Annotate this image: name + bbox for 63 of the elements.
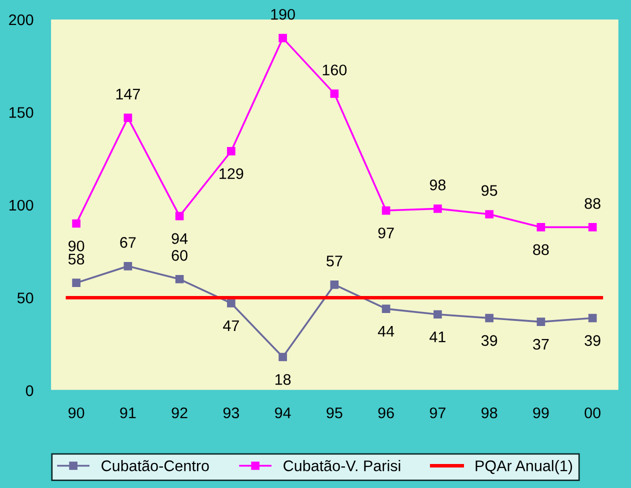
data-label: 95: [482, 185, 498, 196]
x-tick-label: 99: [533, 407, 549, 418]
point: [278, 34, 287, 42]
point: [382, 304, 390, 313]
data-label: 37: [533, 338, 549, 350]
x-tick-label: 98: [482, 407, 498, 418]
x-tick-label: 91: [120, 407, 136, 418]
point: [227, 299, 236, 308]
y-tick-label: 50: [17, 292, 34, 304]
y-tick-label: 200: [9, 14, 34, 26]
point: [227, 147, 236, 156]
data-label: 57: [326, 256, 342, 266]
point: [588, 314, 597, 322]
legend-label: Cubatão-V. Parisi: [284, 460, 400, 472]
point: [536, 318, 546, 326]
data-label: 39: [481, 335, 498, 346]
data-label: 88: [533, 244, 549, 256]
data-label: 47: [223, 320, 239, 331]
data-label: 160: [322, 64, 347, 76]
data-label: 94: [172, 233, 188, 244]
data-label: 18: [275, 374, 291, 385]
x-tick-label: 96: [378, 407, 394, 418]
data-label: 129: [220, 168, 244, 180]
point: [72, 219, 80, 228]
data-label: 98: [430, 180, 446, 190]
point: [124, 114, 132, 122]
data-label: 58: [68, 254, 84, 265]
legend-label: PQAr Anual(1): [476, 460, 572, 474]
y-tick-label: 100: [9, 200, 34, 211]
data-label: 90: [68, 240, 84, 252]
point: [330, 90, 339, 98]
legend-label: Cubatão-Centro: [102, 460, 209, 472]
data-label: 60: [172, 250, 188, 261]
point: [382, 206, 390, 215]
point: [175, 274, 184, 284]
y-tick-label: 0: [26, 385, 34, 396]
data-label: 190: [271, 8, 295, 20]
data-label: 88: [584, 198, 600, 209]
x-tick-label: 90: [68, 407, 84, 418]
x-tick-label: 95: [326, 407, 342, 418]
point: [124, 262, 132, 270]
data-label: 41: [430, 332, 446, 342]
point: [485, 314, 494, 322]
data-label: 97: [378, 228, 394, 238]
x-tick-label: 00: [584, 407, 600, 418]
data-label: 39: [584, 335, 600, 346]
point: [175, 212, 184, 220]
y-tick-label: 150: [9, 107, 34, 118]
data-label: 147: [116, 88, 140, 100]
x-tick-label: 92: [172, 407, 188, 418]
point: [278, 352, 287, 362]
x-tick-label: 93: [223, 407, 239, 418]
point: [588, 223, 597, 232]
data-label: 44: [378, 326, 394, 337]
x-tick-label: 94: [275, 407, 291, 418]
data-label: 67: [120, 237, 136, 248]
point: [434, 310, 442, 319]
point: [330, 280, 339, 289]
x-tick-label: 97: [430, 407, 446, 418]
point: [485, 210, 494, 218]
point: [434, 204, 442, 213]
point: [536, 223, 546, 232]
point: [72, 278, 80, 288]
